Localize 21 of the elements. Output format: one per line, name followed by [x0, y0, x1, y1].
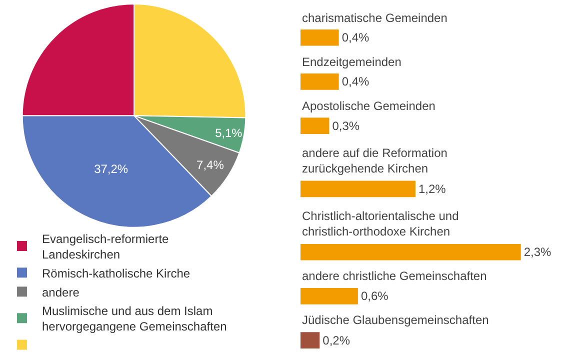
- data-label: 0,4%: [342, 30, 370, 45]
- legend-label: Evangelisch-reformierte Landeskirchen: [42, 232, 170, 262]
- legend-label: andere: [42, 285, 80, 300]
- data-label: 0,4%: [342, 74, 370, 89]
- y-tick-label: Christlich-altorientalische und christlich-orthodoxe Kirchen: [302, 209, 459, 239]
- data-label: 7,4%: [196, 158, 224, 172]
- legend-label: Römisch-katholische Kirche: [42, 266, 190, 280]
- y-tick-label: Apostolische Gemeinden: [302, 99, 436, 113]
- y-tick-label: Jüdische Glaubensgemeinschaften: [302, 313, 489, 327]
- legend-label: Muslimische und aus dem Islam hervorgegangene Gemeinschaften: [42, 304, 227, 334]
- y-tick-label: andere christliche Gemeinschaften: [302, 269, 487, 283]
- y-tick-label: andere auf die Reformation zurückgehende Kirchen: [302, 146, 448, 176]
- data-label: 0,2%: [322, 333, 350, 348]
- data-label: 2,3%: [524, 245, 552, 260]
- data-label: 5,1%: [215, 126, 243, 140]
- data-label: 0,6%: [360, 289, 389, 304]
- data-label: 37,2%: [94, 162, 128, 176]
- y-tick-label: charismatische Gemeinden: [302, 11, 448, 25]
- y-tick-label: Endzeitgemeinden: [302, 55, 402, 69]
- data-label: 0,3%: [332, 118, 360, 133]
- data-label: 1,2%: [418, 182, 446, 196]
